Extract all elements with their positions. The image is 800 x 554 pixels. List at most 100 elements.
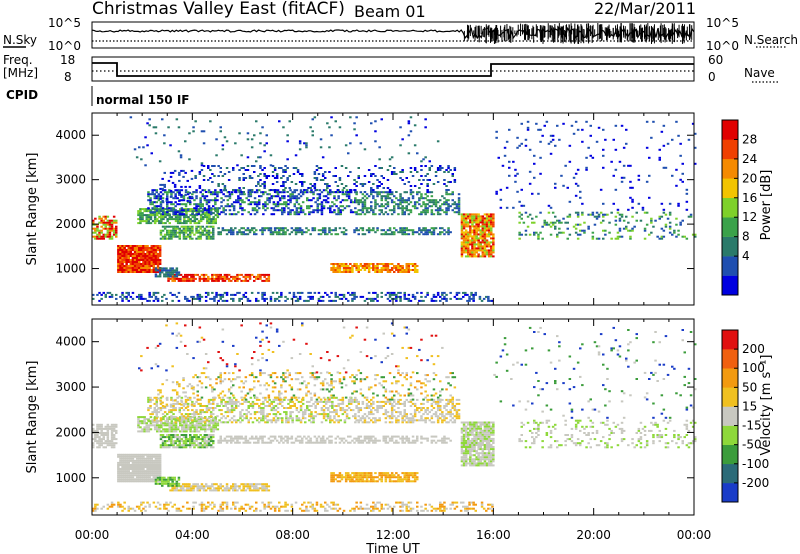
echo-cell (199, 426, 203, 429)
echo-cell (203, 440, 207, 443)
echo-cell (418, 203, 421, 206)
echo-cell (349, 211, 353, 214)
echo-cell (172, 440, 175, 443)
echo-cell (156, 468, 160, 470)
echo-cell (622, 176, 626, 179)
echo-cell (344, 439, 348, 442)
echo-cell (119, 263, 122, 265)
echo-cell (393, 291, 396, 294)
echo-cell (143, 418, 146, 421)
echo-cell (154, 464, 158, 466)
echo-cell (123, 464, 126, 466)
echo-cell (311, 297, 314, 300)
echo-cell (512, 206, 515, 209)
echo-cell (94, 436, 97, 439)
echo-cell (148, 476, 151, 479)
echo-cell (282, 171, 285, 173)
echo-cell (237, 189, 240, 192)
echo-cell (313, 435, 317, 438)
echo-cell (232, 205, 236, 208)
echo-cell (481, 217, 485, 220)
echo-cell (405, 207, 408, 210)
echo-cell (98, 233, 101, 236)
echo-cell (106, 425, 110, 428)
echo-cell (689, 213, 693, 216)
echo-cell (650, 136, 653, 139)
echo-cell (142, 261, 145, 263)
echo-cell (409, 299, 413, 302)
echo-cell (477, 219, 480, 222)
echo-cell (150, 271, 153, 273)
echo-cell (280, 227, 283, 230)
echo-cell (161, 444, 165, 447)
echo-cell (263, 293, 266, 296)
echo-cell (212, 208, 215, 211)
echo-cell (174, 220, 178, 223)
echo-cell (393, 207, 396, 210)
echo-cell (238, 132, 241, 135)
echo-cell (171, 171, 175, 174)
echo-cell (160, 424, 163, 427)
echo-cell (483, 227, 487, 230)
echo-cell (146, 251, 149, 253)
echo-cell (374, 205, 377, 208)
echo-cell (159, 438, 163, 441)
echo-cell (127, 457, 130, 460)
echo-cell (306, 207, 309, 210)
echo-cell (470, 293, 473, 296)
echo-cell (201, 193, 204, 196)
echo-cell (351, 293, 354, 296)
echo-cell (135, 247, 139, 249)
echo-cell (317, 233, 321, 236)
echo-cell (197, 430, 201, 433)
echo-cell (309, 437, 312, 440)
echo-cell (380, 267, 383, 269)
power-ylabel: Slant Range [km] (25, 153, 40, 266)
echo-cell (146, 271, 149, 273)
echo-cell (320, 201, 324, 204)
echo-cell (280, 167, 283, 169)
echo-cell (148, 267, 151, 269)
echo-cell (416, 231, 419, 234)
echo-cell (374, 271, 377, 273)
echo-cell (576, 237, 580, 240)
echo-cell (354, 201, 357, 204)
echo-cell (123, 257, 126, 259)
echo-cell (473, 229, 476, 232)
echo-cell (382, 229, 385, 232)
echo-cell (152, 478, 156, 481)
echo-cell (195, 229, 198, 232)
echo-cell (189, 231, 192, 234)
echo-cell (337, 191, 340, 194)
echo-cell (620, 213, 624, 216)
echo-cell (212, 237, 215, 240)
echo-cell (106, 423, 110, 426)
echo-cell (289, 199, 292, 202)
echo-cell (123, 259, 126, 261)
echo-cell (172, 442, 175, 445)
echo-cell (443, 179, 446, 181)
echo-cell (140, 476, 143, 479)
echo-cell (298, 229, 302, 232)
echo-cell (296, 297, 300, 300)
echo-cell (141, 218, 144, 221)
echo-cell (142, 457, 145, 460)
echo-cell (441, 297, 444, 300)
echo-cell (140, 470, 143, 473)
echo-cell (558, 231, 561, 234)
echo-cell (324, 291, 327, 294)
echo-cell (178, 189, 181, 192)
echo-cell (475, 219, 478, 222)
echo-cell (131, 269, 135, 271)
echo-cell (281, 213, 284, 216)
echo-cell (267, 275, 271, 278)
echo-cell (485, 245, 489, 248)
echo-cell (177, 273, 181, 276)
echo-cell (541, 134, 544, 137)
echo-cell (182, 235, 186, 238)
echo-cell (487, 243, 491, 246)
echo-cell (249, 201, 253, 204)
echo-cell (102, 221, 105, 224)
echo-cell (399, 199, 402, 202)
echo-cell (232, 189, 235, 191)
